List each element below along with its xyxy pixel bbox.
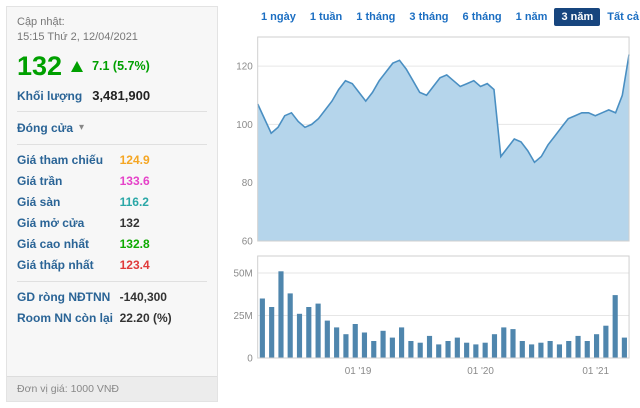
price-row: 132 7.1 (5.7%) [17,50,207,81]
quote-row-label: Giá tham chiếu [17,153,104,168]
tab-range-5[interactable]: 1 năm [515,11,548,23]
tab-range-7[interactable]: Tất cả [607,11,640,23]
quote-row-label: Giá thấp nhất [17,258,94,273]
foreign-trade-section: GD ròng NĐTNN -140,300 Room NN còn lại 2… [17,280,207,334]
quote-panel-body: Cập nhật: 15:15 Thứ 2, 12/04/2021 132 7.… [7,7,217,376]
close-price-select[interactable]: Đóng cửa ▾ [17,117,207,139]
quote-panel: Cập nhật: 15:15 Thứ 2, 12/04/2021 132 7.… [6,6,218,402]
tab-range-0[interactable]: 1 ngày [261,11,296,23]
price-detail-row-4: Giá cao nhất 132.8 [17,234,207,255]
tab-range-4[interactable]: 6 tháng [462,11,502,23]
close-select-label: Đóng cửa [17,120,74,135]
svg-text:120: 120 [236,62,253,73]
quote-row-label: Giá sàn [17,195,61,210]
time-range-tabs: 1 ngày 1 tuần 1 tháng 3 tháng 6 tháng 1 năm 3 … [228,6,639,34]
volume-value: 3,481,900 [92,87,151,103]
quote-row-value: 132 [119,216,140,231]
tab-range-3[interactable]: 3 tháng [409,11,449,23]
volume-bar-chart[interactable]: 50M 25M 0 01 '19 01 '20 01 '21 [228,254,634,382]
quote-row-label: Giá mở cửa [17,216,85,231]
up-arrow-icon [71,60,84,72]
svg-text:100: 100 [236,120,253,131]
price-detail-row-0: Giá tham chiếu 124.9 [17,150,207,171]
quote-row-value: 132.8 [119,237,150,252]
svg-text:25M: 25M [234,311,253,322]
update-label: Cập nhật: [17,16,65,28]
quote-row-value: 116.2 [119,195,149,210]
chart-area: 1 ngày 1 tuần 1 tháng 3 tháng 6 tháng 1 năm 3 … [228,6,639,402]
svg-text:50M: 50M [234,268,253,279]
price-area-chart[interactable]: 120 100 80 60 [228,34,634,246]
last-price: 132 [17,50,63,81]
svg-text:01 '20: 01 '20 [467,366,494,377]
quote-row-label: Room NN còn lại [17,311,114,326]
volume-label: Khối lượng [17,88,83,103]
quote-row-label: Giá trần [17,174,63,189]
close-select-section: Đóng cửa ▾ [17,110,207,144]
price-detail-row-5: Giá thấp nhất 123.4 [17,255,207,276]
price-change: 7.1 (5.7%) [92,59,150,74]
svg-text:0: 0 [247,353,253,364]
quote-row-label: GD ròng NĐTNN [17,290,111,305]
quote-row-label: Giá cao nhất [17,237,90,252]
quote-row-value: 123.4 [119,258,150,273]
price-detail-row-1: Giá trần 133.6 [17,171,207,192]
price-detail-section: Giá tham chiếu 124.9 Giá trần 133.6 Giá … [17,143,207,281]
volume-row: Khối lượng 3,481,900 [17,88,207,103]
tab-range-2[interactable]: 1 tháng [356,11,396,23]
price-detail-row-2: Giá sàn 116.2 [17,192,207,213]
update-time: 15:15 Thứ 2, 12/04/2021 [17,31,138,44]
svg-text:01 '21: 01 '21 [582,366,609,377]
quote-row-value: 124.9 [119,153,150,168]
svg-text:01 '19: 01 '19 [345,366,372,377]
quote-row-value: 22.20 (%) [119,311,172,326]
quote-row-value: 133.6 [119,174,150,189]
tab-range-1[interactable]: 1 tuần [309,11,343,23]
quote-row-value: -140,300 [119,290,167,305]
price-detail-row-3: Giá mở cửa 132 [17,213,207,234]
tab-range-6[interactable]: 3 năm [554,8,601,26]
update-block: Cập nhật: 15:15 Thứ 2, 12/04/2021 [17,15,207,46]
unit-note: Đơn vị giá: 1000 VNĐ [7,376,217,401]
chevron-down-icon: ▾ [79,122,85,134]
svg-text:60: 60 [242,236,253,246]
foreign-row-0: GD ròng NĐTNN -140,300 [17,287,207,308]
svg-text:80: 80 [242,178,253,189]
foreign-row-1: Room NN còn lại 22.20 (%) [17,308,207,329]
